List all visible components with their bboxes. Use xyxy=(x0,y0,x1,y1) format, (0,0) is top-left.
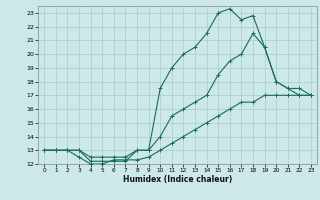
X-axis label: Humidex (Indice chaleur): Humidex (Indice chaleur) xyxy=(123,175,232,184)
